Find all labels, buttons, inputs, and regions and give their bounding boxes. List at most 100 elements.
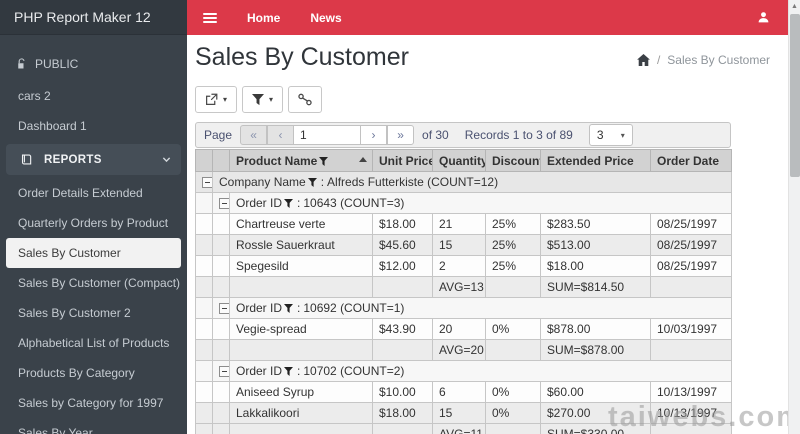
sidebar-item-cars-2[interactable]: cars 2 — [18, 89, 51, 103]
expand-group-column — [212, 149, 230, 172]
empty-cell — [650, 339, 732, 361]
order-group-value: 10702 (COUNT=2) — [303, 364, 405, 378]
cell-extended-price: $60.00 — [540, 381, 651, 403]
unlock-icon — [16, 58, 28, 70]
sidebar-section-public: PUBLIC — [0, 49, 187, 81]
cell-product: Vegie-spread — [229, 318, 373, 340]
cell-quantity: 15 — [432, 234, 486, 256]
sidebar-item-sales-by-year[interactable]: Sales By Year — [18, 426, 93, 434]
sidebar-item-sales-by-category-1997[interactable]: Sales by Category for 1997 — [18, 396, 164, 410]
column-header-extended-price[interactable]: Extended Price — [540, 149, 651, 172]
filter-funnel-icon[interactable] — [307, 178, 317, 187]
cell-extended-price: $283.50 — [540, 213, 651, 235]
collapse-icon[interactable] — [219, 198, 229, 209]
breadcrumb-current: Sales By Customer — [667, 53, 770, 67]
collapse-icon[interactable] — [202, 177, 212, 188]
column-header-unit-price[interactable]: Unit Price — [372, 149, 433, 172]
page-number-input[interactable] — [294, 125, 361, 145]
cell-unit-price: $12.00 — [372, 255, 433, 277]
order-group-value: 10643 (COUNT=3) — [303, 196, 405, 210]
empty-cell — [372, 339, 433, 361]
page-label: Page — [204, 128, 233, 142]
scrollbar-up-arrow[interactable]: ▲ — [791, 2, 798, 10]
first-page-button[interactable]: « — [240, 125, 268, 145]
last-page-button[interactable]: » — [387, 125, 415, 145]
group-separator: : — [297, 364, 301, 378]
empty-cell — [195, 423, 213, 434]
summary-avg: AVG=11 — [432, 423, 486, 434]
sidebar-group-reports[interactable]: REPORTS — [6, 144, 181, 175]
empty-cell — [372, 423, 433, 434]
column-header-order-date[interactable]: Order Date — [650, 149, 732, 172]
order-group-value: 10692 (COUNT=1) — [303, 301, 405, 315]
empty-cell — [195, 381, 213, 403]
export-button[interactable]: ▾ — [195, 86, 238, 113]
sidebar-item-order-details-extended[interactable]: Order Details Extended — [18, 186, 143, 200]
empty-cell — [195, 234, 213, 256]
filter-funnel-icon[interactable] — [284, 367, 294, 376]
order-group-cell: Order ID:10643 (COUNT=3) — [229, 192, 732, 214]
collapse-icon[interactable] — [219, 366, 229, 377]
sidebar-item-sales-by-customer[interactable]: Sales By Customer — [6, 238, 181, 268]
summary-sum: SUM=$878.00 — [540, 339, 651, 361]
next-page-button[interactable]: › — [360, 125, 388, 145]
cell-quantity: 20 — [432, 318, 486, 340]
empty-cell — [212, 402, 230, 424]
group-separator: : — [297, 301, 301, 315]
order-group-row: Order ID:10702 (COUNT=2) — [195, 360, 732, 382]
home-icon[interactable] — [637, 54, 650, 66]
order-group-row: Order ID:10643 (COUNT=3) — [195, 192, 732, 214]
column-label: Product Name — [236, 153, 318, 168]
app-brand[interactable]: PHP Report Maker 12 — [0, 0, 187, 35]
empty-cell — [195, 276, 213, 298]
report-table: Product Name Unit Price Quantity Discoun… — [195, 149, 732, 434]
column-header-quantity[interactable]: Quantity — [432, 149, 486, 172]
cell-discount: 0% — [485, 318, 541, 340]
pagination-bar: Page « ‹ › » of 30 Records 1 to 3 of 89 … — [195, 122, 731, 148]
empty-cell — [195, 213, 213, 235]
page-size-select[interactable]: 3 ▾ — [588, 124, 633, 146]
chevron-down-icon — [162, 155, 171, 164]
filter-funnel-icon[interactable] — [284, 199, 294, 208]
caret-down-icon: ▾ — [620, 130, 625, 140]
scrollbar-thumb[interactable] — [790, 14, 800, 177]
sidebar-item-sales-by-customer-compact[interactable]: Sales By Customer (Compact) — [18, 276, 181, 290]
filter-button[interactable]: ▾ — [242, 86, 284, 113]
sidebar-nav: PUBLIC cars 2 Dashboard 1 REPORTS Order … — [0, 35, 187, 434]
cell-order-date: 08/25/1997 — [650, 255, 732, 277]
cell-discount: 0% — [485, 381, 541, 403]
links-button[interactable] — [288, 86, 323, 113]
cell-extended-price: $878.00 — [540, 318, 651, 340]
summary-avg: AVG=13 — [432, 276, 486, 298]
group-separator: : — [297, 196, 301, 210]
empty-cell — [212, 234, 230, 256]
nav-link-home[interactable]: Home — [247, 10, 281, 25]
vertical-scrollbar[interactable]: ▲ — [788, 0, 800, 434]
page-count-label: of 30 — [422, 128, 449, 142]
column-header-discount[interactable]: Discount — [485, 149, 541, 172]
main-content: Sales By Customer / Sales By Customer ▾ … — [187, 35, 800, 434]
records-label: Records 1 to 3 of 89 — [464, 128, 573, 142]
prev-page-button[interactable]: ‹ — [267, 125, 295, 145]
user-icon[interactable] — [757, 11, 770, 24]
sidebar-item-quarterly-orders[interactable]: Quarterly Orders by Product — [18, 216, 169, 230]
filter-funnel-icon[interactable] — [319, 156, 329, 166]
hamburger-icon[interactable] — [203, 11, 217, 25]
sidebar-item-alphabetical-list[interactable]: Alphabetical List of Products — [18, 336, 170, 350]
nav-link-news[interactable]: News — [310, 10, 342, 25]
empty-cell — [229, 423, 373, 434]
filter-funnel-icon[interactable] — [284, 304, 294, 313]
company-group-cell: Company Name: Alfreds Futterkiste (COUNT=… — [212, 171, 732, 193]
table-row: Vegie-spread $43.90 20 0% $878.00 10/03/… — [195, 318, 732, 340]
cell-product: Rossle Sauerkraut — [229, 234, 373, 256]
table-row: Rossle Sauerkraut $45.60 15 25% $513.00 … — [195, 234, 732, 256]
sidebar-item-products-by-category[interactable]: Products By Category — [18, 366, 135, 380]
book-icon — [20, 153, 34, 166]
empty-cell — [212, 255, 230, 277]
column-header-product-name[interactable]: Product Name — [229, 149, 373, 172]
sidebar-item-dashboard-1[interactable]: Dashboard 1 — [18, 119, 87, 133]
sidebar-item-sales-by-customer-2[interactable]: Sales By Customer 2 — [18, 306, 131, 320]
collapse-icon[interactable] — [219, 303, 229, 314]
table-row: Lakkalikoori $18.00 15 0% $270.00 10/13/… — [195, 402, 732, 424]
